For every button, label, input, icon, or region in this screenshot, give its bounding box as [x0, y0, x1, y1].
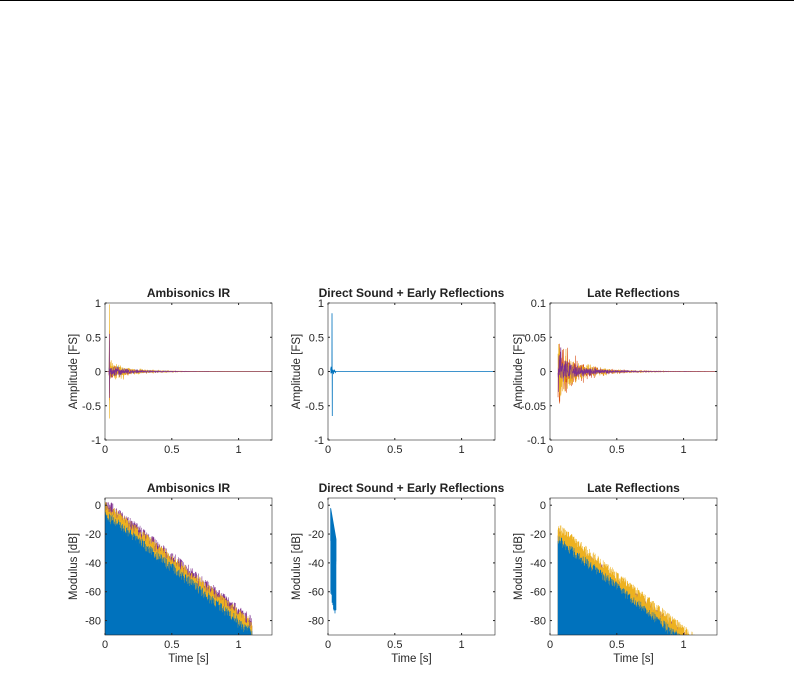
series-line — [557, 347, 717, 392]
x-tick-label: 0 — [547, 639, 553, 651]
y-tick-label: 0.5 — [309, 332, 324, 344]
y-tick-label: 1 — [95, 298, 101, 310]
chart-panel-5: 0 0.5 1 -80 -60 -40 -20 0 Direct Sound + Early R… — [291, 481, 505, 665]
chart-title: Ambisonics IR — [147, 286, 231, 300]
top-border — [0, 0, 794, 1]
y-tick-label: -80 — [530, 616, 546, 628]
y-tick-label: 0.5 — [86, 332, 101, 344]
data-layer — [557, 525, 698, 635]
y-axis-label: Modulus [dB] — [291, 533, 303, 600]
x-tick-label: 0 — [102, 639, 108, 651]
axes-box — [327, 497, 496, 636]
y-tick-label: 0 — [95, 500, 101, 512]
x-tick-label: 0.5 — [164, 444, 179, 456]
y-tick-label: 0.1 — [531, 298, 546, 310]
y-tick-label: -0.1 — [527, 435, 546, 447]
chart-title: Late Reflections — [587, 481, 680, 495]
chart-panel-4: 0 0.5 1 -80 -60 -40 -20 0 Ambisonics IR Modulus [… — [68, 481, 273, 665]
chart-title: Direct Sound + Early Reflections — [319, 286, 505, 300]
x-tick-label: 0 — [547, 444, 553, 456]
series-line — [105, 333, 272, 398]
y-tick-label: 0 — [95, 367, 101, 379]
y-axis-label: Amplitude [FS] — [68, 334, 80, 409]
y-tick-label: 0.05 — [525, 332, 546, 344]
axes-box — [549, 497, 718, 636]
y-tick-label: 0 — [318, 367, 324, 379]
chart-title: Late Reflections — [587, 286, 680, 300]
data-layer — [557, 343, 717, 404]
x-tick-label: 1 — [681, 444, 687, 456]
x-tick-label: 1 — [236, 444, 242, 456]
x-tick-label: 0.5 — [609, 444, 624, 456]
y-tick-label: -0.05 — [521, 401, 546, 413]
chart-panel-3: 0 0.5 1 -0.1 -0.05 0 0.05 0.1 Late Reflections Am… — [513, 286, 718, 456]
chart-title: Ambisonics IR — [147, 481, 231, 495]
y-tick-label: 0 — [540, 367, 546, 379]
data-layer — [330, 313, 495, 417]
x-tick-label: 1 — [236, 639, 242, 651]
y-tick-label: -80 — [308, 616, 324, 628]
data-layer — [105, 304, 272, 419]
y-tick-label: -0.5 — [305, 401, 324, 413]
y-tick-label: -40 — [308, 558, 324, 570]
x-tick-label: 0 — [325, 444, 331, 456]
y-tick-label: -20 — [308, 529, 324, 541]
y-tick-label: -40 — [85, 558, 101, 570]
chart-panel-6: 0 0.5 1 -80 -60 -40 -20 0 Late Reflections Modulu… — [513, 481, 718, 665]
y-axis-label: Modulus [dB] — [68, 533, 80, 600]
y-tick-label: -1 — [91, 435, 101, 447]
x-tick-label: 0.5 — [164, 639, 179, 651]
data-layer — [330, 508, 337, 614]
y-tick-label: -40 — [530, 558, 546, 570]
y-axis-label: Modulus [dB] — [513, 533, 525, 600]
y-tick-label: -60 — [85, 587, 101, 599]
y-tick-label: -1 — [314, 435, 324, 447]
x-tick-label: 1 — [459, 639, 465, 651]
y-tick-label: -0.5 — [82, 401, 101, 413]
y-tick-label: -80 — [85, 616, 101, 628]
x-axis-label: Time [s] — [168, 653, 208, 665]
series-line — [557, 536, 698, 635]
y-axis-label: Amplitude [FS] — [513, 334, 525, 409]
plot-area — [328, 498, 495, 635]
y-tick-label: -60 — [308, 587, 324, 599]
y-tick-label: -20 — [85, 529, 101, 541]
x-tick-label: 0 — [102, 444, 108, 456]
chart-title: Direct Sound + Early Reflections — [319, 481, 505, 495]
series-line — [105, 512, 253, 635]
x-tick-label: 1 — [459, 444, 465, 456]
x-tick-label: 0.5 — [609, 639, 624, 651]
y-tick-label: 1 — [318, 298, 324, 310]
y-tick-label: -20 — [530, 529, 546, 541]
axes-box — [104, 497, 273, 636]
data-layer — [105, 502, 253, 635]
chart-panel-1: 0 0.5 1 -1 -0.5 0 0.5 1 Ambisonics IR Amplitude [… — [68, 286, 273, 456]
y-tick-label: 0 — [318, 500, 324, 512]
x-axis-label: Time [s] — [391, 653, 431, 665]
y-tick-label: 0 — [540, 500, 546, 512]
series-line — [330, 508, 337, 614]
x-axis-label: Time [s] — [613, 653, 653, 665]
x-tick-label: 1 — [681, 639, 687, 651]
x-tick-label: 0.5 — [387, 639, 402, 651]
y-axis-label: Amplitude [FS] — [291, 334, 303, 409]
y-tick-label: -60 — [530, 587, 546, 599]
x-tick-label: 0.5 — [387, 444, 402, 456]
x-tick-label: 0 — [325, 639, 331, 651]
series-line — [330, 313, 495, 417]
